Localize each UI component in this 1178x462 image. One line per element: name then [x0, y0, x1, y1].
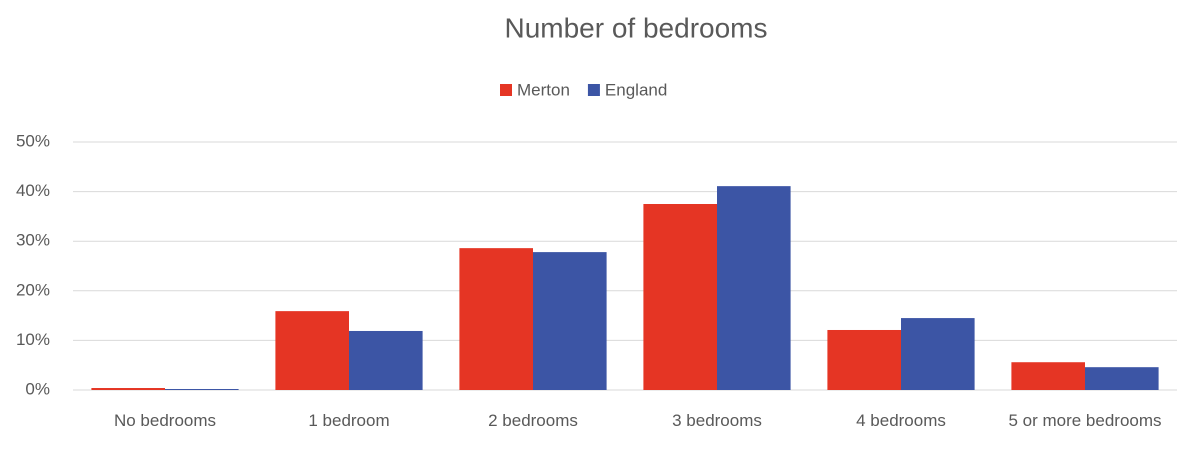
bar: [827, 329, 901, 390]
bar: [533, 252, 607, 390]
x-tick-label: 2 bedrooms: [488, 411, 578, 430]
x-tick-label: 3 bedrooms: [672, 411, 762, 430]
y-tick-label: 20%: [16, 280, 50, 299]
y-tick-label: 50%: [16, 131, 50, 150]
bar: [91, 388, 165, 390]
y-tick-label: 10%: [16, 330, 50, 349]
x-tick-label: 1 bedroom: [308, 411, 390, 430]
x-tick-label: 5 or more bedrooms: [1008, 411, 1162, 430]
y-tick-label: 30%: [16, 231, 50, 250]
bar: [165, 389, 239, 390]
y-tick-label: 40%: [16, 181, 50, 200]
legend-swatch: [587, 84, 600, 96]
bar: [459, 248, 533, 390]
x-tick-label: No bedrooms: [113, 411, 217, 430]
bar: [349, 330, 423, 390]
bar: [717, 186, 791, 390]
bar: [1085, 367, 1159, 390]
legend-label: England: [605, 80, 667, 99]
chart-title: Number of bedrooms: [504, 12, 767, 43]
bar: [1011, 362, 1085, 390]
legend-swatch: [500, 84, 512, 96]
bar: [275, 311, 349, 390]
bar: [643, 204, 717, 390]
x-tick-label: 4 bedrooms: [856, 411, 946, 430]
bar: [901, 318, 975, 390]
y-tick-label: 0%: [25, 379, 50, 398]
legend-label: Merton: [517, 80, 570, 99]
